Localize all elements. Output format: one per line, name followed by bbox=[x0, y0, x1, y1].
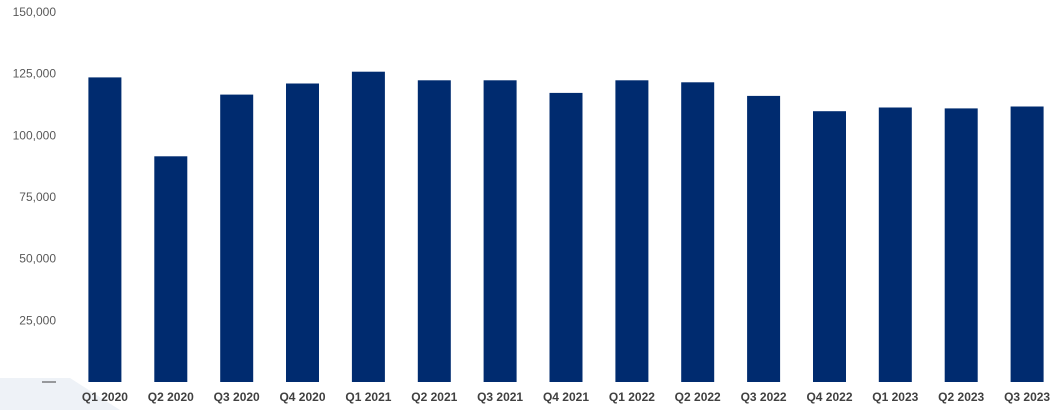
x-tick-label: Q2 2022 bbox=[675, 390, 721, 404]
x-tick-label: Q3 2022 bbox=[741, 390, 787, 404]
bar bbox=[944, 108, 978, 383]
y-axis: 150,000 125,000 100,000 75,000 50,000 25,000 bbox=[13, 5, 57, 383]
x-tick-label: Q4 2021 bbox=[543, 390, 589, 404]
bar bbox=[351, 71, 385, 382]
bar bbox=[681, 82, 715, 383]
x-tick-label: Q1 2021 bbox=[345, 390, 391, 404]
x-tick-label: Q3 2023 bbox=[1004, 390, 1050, 404]
x-tick-label: Q3 2021 bbox=[477, 390, 523, 404]
decorative-background-swoosh bbox=[0, 378, 120, 410]
bar bbox=[286, 83, 319, 382]
bar bbox=[417, 80, 451, 383]
y-tick-label: 75,000 bbox=[19, 190, 56, 204]
bar bbox=[615, 80, 649, 383]
y-tick-label: 25,000 bbox=[19, 313, 56, 327]
bar bbox=[813, 111, 846, 382]
bar bbox=[747, 95, 781, 383]
bar bbox=[549, 92, 583, 383]
bar bbox=[878, 107, 912, 382]
x-tick-label: Q4 2020 bbox=[279, 390, 325, 404]
bar bbox=[154, 156, 188, 382]
x-tick-label: Q2 2021 bbox=[411, 390, 457, 404]
x-tick-label: Q2 2020 bbox=[148, 390, 194, 404]
y-tick-label: 125,000 bbox=[13, 67, 57, 81]
x-tick-label: Q1 2023 bbox=[872, 390, 918, 404]
bar bbox=[1010, 106, 1044, 382]
y-tick-label: 100,000 bbox=[13, 128, 57, 142]
x-tick-label: Q1 2022 bbox=[609, 390, 655, 404]
bar-series bbox=[88, 71, 1044, 383]
bar bbox=[483, 80, 517, 383]
bar bbox=[88, 77, 122, 383]
x-tick-label: Q1 2020 bbox=[82, 390, 128, 404]
x-tick-label: Q2 2023 bbox=[938, 390, 984, 404]
y-tick-label: 50,000 bbox=[19, 252, 56, 266]
x-tick-label: Q3 2020 bbox=[214, 390, 260, 404]
bar bbox=[220, 94, 254, 382]
x-axis: Q1 2020 Q2 2020 Q3 2020 Q4 2020 Q1 2021 Q2 20… bbox=[82, 390, 1051, 404]
y-tick-label: 150,000 bbox=[13, 5, 57, 19]
x-tick-label: Q4 2022 bbox=[806, 390, 852, 404]
